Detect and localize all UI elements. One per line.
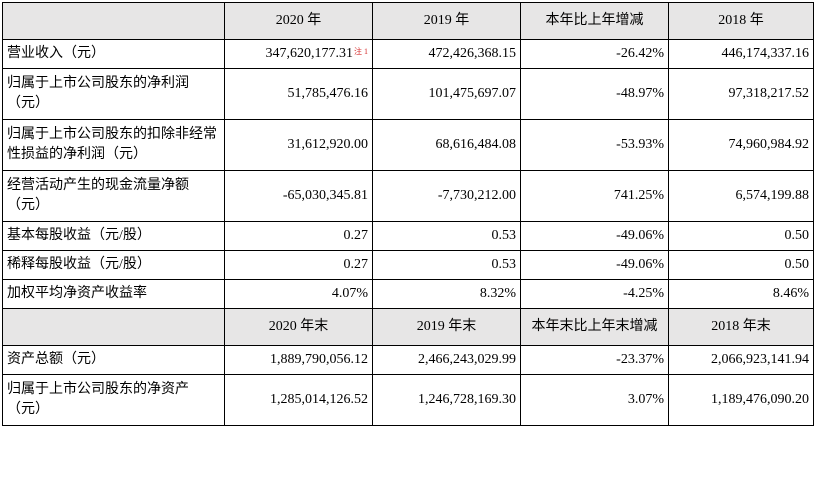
row-label: 归属于上市公司股东的净利润（元） [2,68,225,120]
value-2019: 2,466,243,029.99 [372,345,521,375]
table-row-total-assets: 资产总额（元） 1,889,790,056.12 2,466,243,029.9… [2,345,814,375]
value-2020: 347,620,177.31注 1 [224,39,373,69]
value-2018: 97,318,217.52 [668,68,814,120]
header-cell-2020-end: 2020 年末 [224,308,373,346]
row-label: 基本每股收益（元/股） [2,221,225,251]
header-cell-2019-end: 2019 年末 [372,308,521,346]
value-change: -49.06% [520,221,669,251]
row-label: 加权平均净资产收益率 [2,279,225,309]
value-2020: 31,612,920.00 [224,119,373,171]
value-change: 741.25% [520,170,669,222]
value-2019: 1,246,728,169.30 [372,374,521,426]
header-cell-2018-end: 2018 年末 [668,308,814,346]
row-label: 营业收入（元） [2,39,225,69]
value-2020: 0.27 [224,250,373,280]
row-label: 经营活动产生的现金流量净额（元） [2,170,225,222]
value-change: -4.25% [520,279,669,309]
value-2018: 6,574,199.88 [668,170,814,222]
value-2018: 74,960,984.92 [668,119,814,171]
table-row-net-assets: 归属于上市公司股东的净资产（元） 1,285,014,126.52 1,246,… [2,374,814,426]
row-label: 稀释每股收益（元/股） [2,250,225,280]
value-2020: 0.27 [224,221,373,251]
value-2020: 51,785,476.16 [224,68,373,120]
table-row-basic-eps: 基本每股收益（元/股） 0.27 0.53 -49.06% 0.50 [2,221,814,251]
value-2018: 1,189,476,090.20 [668,374,814,426]
header-cell-blank [2,2,225,40]
value-2019: 101,475,697.07 [372,68,521,120]
value-change: -53.93% [520,119,669,171]
table-row-operating-cash-flow: 经营活动产生的现金流量净额（元） -65,030,345.81 -7,730,2… [2,170,814,222]
value-2018: 0.50 [668,250,814,280]
value-change: -49.06% [520,250,669,280]
value-2019: 68,616,484.08 [372,119,521,171]
header-cell-2019: 2019 年 [372,2,521,40]
value-2019: 8.32% [372,279,521,309]
header-cell-blank [2,308,225,346]
row-label: 归属于上市公司股东的扣除非经常性损益的净利润（元） [2,119,225,171]
value-change: -23.37% [520,345,669,375]
value-change: -26.42% [520,39,669,69]
value-2019: 0.53 [372,250,521,280]
header-cell-change-end: 本年末比上年末增减 [520,308,669,346]
header-cell-change: 本年比上年增减 [520,2,669,40]
value-2018: 446,174,337.16 [668,39,814,69]
value-2020: 1,889,790,056.12 [224,345,373,375]
value-change: 3.07% [520,374,669,426]
value-2019: 472,426,368.15 [372,39,521,69]
table-row-net-profit: 归属于上市公司股东的净利润（元） 51,785,476.16 101,475,6… [2,68,814,120]
financial-summary-table: 2020 年 2019 年 本年比上年增减 2018 年 营业收入（元） 347… [2,2,814,426]
value-2020: 1,285,014,126.52 [224,374,373,426]
footnote-marker[interactable]: 注 1 [354,47,368,56]
header-cell-2020: 2020 年 [224,2,373,40]
value-2019: 0.53 [372,221,521,251]
value-2020-text: 347,620,177.31 [265,46,354,61]
table-row-revenue: 营业收入（元） 347,620,177.31注 1 472,426,368.15… [2,39,814,69]
value-2018: 8.46% [668,279,814,309]
value-2019: -7,730,212.00 [372,170,521,222]
value-2020: 4.07% [224,279,373,309]
row-label: 归属于上市公司股东的净资产（元） [2,374,225,426]
header-row-annual: 2020 年 2019 年 本年比上年增减 2018 年 [2,2,814,40]
table-row-net-profit-deducted: 归属于上市公司股东的扣除非经常性损益的净利润（元） 31,612,920.00 … [2,119,814,171]
value-2020: -65,030,345.81 [224,170,373,222]
value-2018: 0.50 [668,221,814,251]
table-row-diluted-eps: 稀释每股收益（元/股） 0.27 0.53 -49.06% 0.50 [2,250,814,280]
value-change: -48.97% [520,68,669,120]
value-2018: 2,066,923,141.94 [668,345,814,375]
row-label: 资产总额（元） [2,345,225,375]
header-cell-2018: 2018 年 [668,2,814,40]
header-row-year-end: 2020 年末 2019 年末 本年末比上年末增减 2018 年末 [2,308,814,346]
table-row-roe: 加权平均净资产收益率 4.07% 8.32% -4.25% 8.46% [2,279,814,309]
